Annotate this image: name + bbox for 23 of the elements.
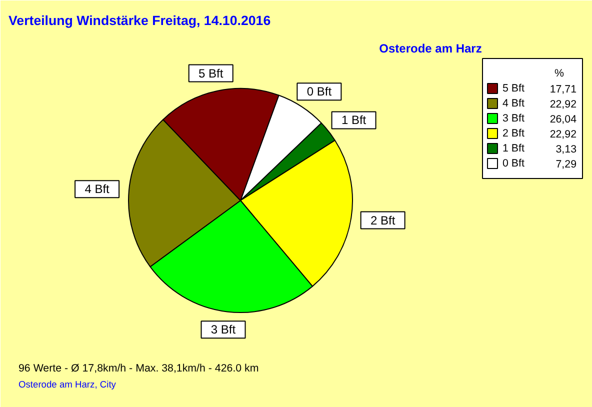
slice-label: 5 Bft bbox=[198, 66, 224, 80]
legend-label: 1 Bft bbox=[502, 142, 524, 154]
legend-label: 3 Bft bbox=[502, 112, 524, 124]
legend-label: 2 Bft bbox=[502, 128, 524, 140]
chart-subtitle: Osterode am Harz bbox=[379, 42, 482, 56]
slice-label: 4 Bft bbox=[84, 182, 110, 196]
chart-title: Verteilung Windstärke Freitag, 14.10.2016 bbox=[8, 13, 271, 28]
slice-label: 1 Bft bbox=[341, 113, 367, 128]
data-label: 3,13 bbox=[556, 144, 577, 156]
data-label: 22,92 bbox=[550, 128, 577, 140]
slice-label: 3 Bft bbox=[210, 322, 236, 337]
legend-label: 5 Bft bbox=[502, 82, 524, 94]
data-label: 22,92 bbox=[550, 98, 577, 110]
data-label: 17,71 bbox=[550, 84, 577, 96]
slice-label: 0 Bft bbox=[306, 84, 332, 99]
legend-label: 4 Bft bbox=[502, 98, 524, 110]
legend-title: % bbox=[554, 68, 564, 80]
slice-label: 2 Bft bbox=[370, 213, 396, 228]
legend-label: 0 Bft bbox=[502, 158, 524, 170]
text: Osterode am Harz, City bbox=[18, 380, 116, 390]
data-label: 26,04 bbox=[550, 114, 577, 126]
text: 96 Werte - Ø 17,8km/h - Max. 38,1km/h - 426.0 km bbox=[18, 362, 259, 374]
data-label: 7,29 bbox=[556, 158, 577, 170]
